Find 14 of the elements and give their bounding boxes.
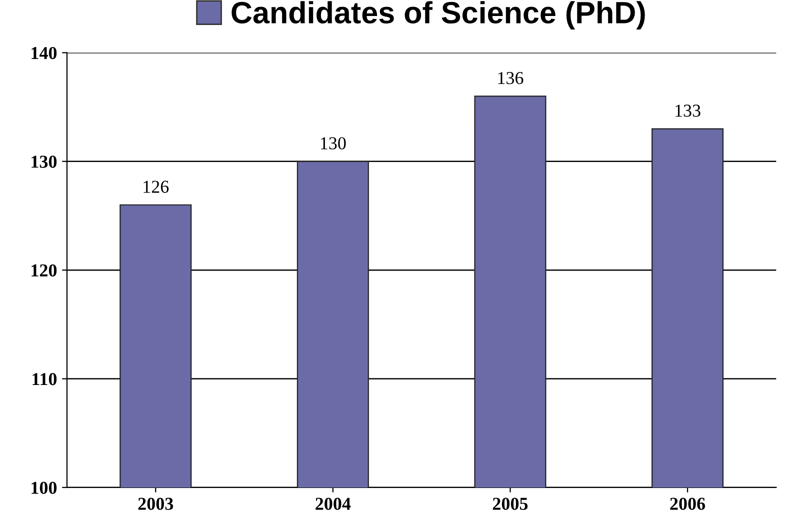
y-tick-label: 130 (32, 156, 57, 168)
data-label: 136 (498, 72, 524, 84)
legend-label: Candidates of Science (PhD) (232, 1, 645, 30)
y-tick-label: 140 (32, 46, 57, 60)
x-tick-label: 2006 (670, 498, 706, 510)
y-tick-label: 120 (32, 264, 57, 277)
data-label: 126 (144, 180, 169, 193)
data-label: 133 (676, 104, 700, 117)
y-tick-label: 110 (32, 373, 57, 386)
x-tick-label: 2005 (492, 498, 528, 510)
x-tick-label: 2004 (316, 498, 351, 510)
y-tick-label: 100 (32, 482, 57, 494)
x-tick-label: 2003 (138, 498, 174, 510)
data-label: 130 (320, 137, 346, 150)
